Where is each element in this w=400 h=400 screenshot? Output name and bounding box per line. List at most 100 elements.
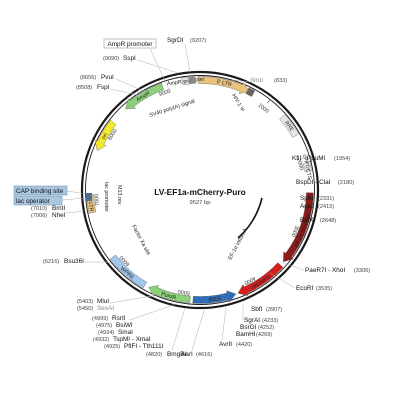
svg-text:(9207): (9207)	[190, 38, 206, 44]
tick-mark-1000	[267, 99, 271, 104]
feature-ampr-promoter	[181, 76, 190, 86]
svg-text:NruI: NruI	[251, 77, 263, 84]
tick-label-2000: 2000	[295, 158, 304, 171]
svg-text:AmpR promoter: AmpR promoter	[107, 41, 153, 48]
svg-text:BspDI - ClaI: BspDI - ClaI	[296, 179, 331, 186]
svg-text:(4820): (4820)	[146, 352, 162, 358]
svg-text:BmtI: BmtI	[52, 205, 65, 212]
svg-text:NheI: NheI	[52, 212, 66, 219]
feature-label-rre: RRE	[283, 120, 295, 133]
backbone-inner	[85, 75, 315, 305]
site-aari: AarI (4616)	[181, 307, 212, 358]
site-rsrii: (4999) RsrII	[92, 303, 177, 322]
site-pvui: (8656) PvuI	[80, 74, 147, 93]
svg-text:(4233): (4233)	[262, 318, 278, 324]
restriction-sites: SgrDI (9207) (9090) SspI (8656) PvuI (85…	[31, 37, 370, 358]
site-sbfi: SbfI (3907)	[251, 306, 282, 313]
site-sphi: SphI (2331)	[300, 195, 334, 202]
svg-text:(3535): (3535)	[316, 286, 332, 292]
svg-text:(4925): (4925)	[104, 344, 120, 350]
site-fspi: (8508) FspI	[76, 84, 144, 97]
svg-text:TspMI - XmaI: TspMI - XmaI	[113, 336, 151, 343]
feature-ef-1-promoter	[283, 192, 314, 263]
plasmid-size: 9527 bp	[190, 200, 211, 206]
svg-text:(7006): (7006)	[31, 213, 47, 219]
site-mlui: (5403) MluI	[77, 295, 153, 305]
site-bmti: (7010) BmtI	[31, 205, 65, 212]
site-tspmi-xmai: (4932) TspMI - XmaI	[93, 336, 151, 343]
feature-label-ires: IRES	[208, 296, 222, 304]
tick-label-9000: 9000	[158, 88, 171, 98]
tick-label-8000: 8000	[107, 128, 118, 141]
svg-text:SbfI: SbfI	[251, 306, 263, 313]
tick-label-3000: 3000	[289, 224, 299, 237]
svg-text:(3306): (3306)	[354, 268, 370, 274]
svg-text:SgrAI: SgrAI	[244, 317, 260, 324]
site-paer7i-xhoi: PaeR7I - XhoI (3306)	[279, 261, 370, 274]
site-bstxi: BstXI (2648)	[300, 217, 336, 224]
svg-text:(2331): (2331)	[318, 196, 334, 202]
cap-binding-callout: CAP binding site	[13, 185, 87, 196]
site-bsiwi: (4975) BsiWI	[96, 322, 133, 329]
svg-text:(4932): (4932)	[93, 337, 109, 343]
svg-text:PvuI: PvuI	[101, 74, 114, 81]
svg-text:BmgBI: BmgBI	[167, 351, 186, 358]
site-sexai: (5450) SexAI	[77, 305, 114, 312]
svg-text:CAP binding site: CAP binding site	[16, 188, 64, 195]
ef1a-intron-arc	[237, 197, 263, 239]
lac-operator-callout: lac operator	[13, 195, 87, 206]
site-avrii: AvrII (4420)	[219, 306, 252, 348]
site-bmgbi: (4820) BmgBI	[146, 307, 186, 358]
feature-rre	[279, 114, 299, 138]
site-bsu36i: (6216) Bsu36I	[43, 258, 108, 265]
tick-label-7000: 7000	[94, 194, 101, 207]
factor-xa-label: Factor Xa site	[130, 224, 151, 256]
svg-text:(4616): (4616)	[196, 352, 212, 358]
tick-label-4000: 4000	[243, 275, 256, 286]
feature-wpre	[109, 254, 147, 289]
svg-text:BsiWI: BsiWI	[116, 322, 133, 329]
site-ecori: EcoRI (3535)	[269, 272, 332, 292]
svg-text:(8508): (8508)	[76, 85, 92, 91]
feature-label-cppt-cts: cPPT/CTS	[301, 154, 312, 181]
lac-promoter-label: lac promoter	[103, 182, 109, 212]
svg-text:(2415): (2415)	[318, 204, 334, 210]
site-bspdi-clai: BspDI - ClaI (2180)	[296, 179, 354, 186]
site-sgrai: SgrAI (4233)	[244, 317, 278, 324]
svg-text:MluI: MluI	[97, 298, 109, 305]
svg-text:(6216): (6216)	[43, 259, 59, 265]
site-bamhi: BamHI (4269)	[236, 305, 272, 338]
svg-text:(4975): (4975)	[96, 323, 112, 329]
svg-text:(4420): (4420)	[236, 342, 252, 348]
svg-text:FspI: FspI	[97, 84, 110, 91]
svg-text:(5450): (5450)	[77, 306, 93, 312]
feature-ires	[192, 290, 237, 304]
site-nhei: (7006) NheI	[31, 210, 85, 219]
m13-rev-label: M13 rev	[116, 185, 122, 205]
feature-mcherry	[237, 262, 284, 296]
svg-text:(9090): (9090)	[103, 56, 119, 62]
svg-text:(5403): (5403)	[77, 299, 93, 305]
svg-text:KflI - PpuMI: KflI - PpuMI	[292, 155, 326, 162]
svg-text:BsrGI: BsrGI	[240, 324, 257, 331]
feature-puror	[148, 285, 191, 304]
svg-text:(4934): (4934)	[98, 330, 114, 336]
feature-label-ori: ori	[101, 132, 109, 140]
svg-text:AvrII: AvrII	[219, 341, 232, 348]
svg-text:SmaI: SmaI	[118, 329, 133, 336]
site-bsrgi: BsrGI (4252)	[240, 324, 274, 331]
svg-text:BamHI: BamHI	[236, 331, 256, 338]
plasmid-name: LV-EF1a-mCherry-Puro	[154, 187, 246, 197]
site-kfli-ppumi: KflI - PpuMI (1954)	[291, 155, 350, 162]
svg-text:SexAI: SexAI	[97, 305, 114, 312]
svg-text:PaeR7I - XhoI: PaeR7I - XhoI	[305, 267, 345, 274]
svg-text:RsrII: RsrII	[112, 315, 126, 322]
svg-text:AarI: AarI	[181, 351, 193, 358]
feature-5-ltr	[197, 76, 250, 94]
sv40-polya-label: SV40 poly(A) signal	[149, 99, 196, 119]
feature-ampr	[125, 83, 164, 110]
svg-text:(4252): (4252)	[258, 325, 274, 331]
ef1a-intron-label: EF-1α intron A	[227, 227, 249, 261]
svg-text:(1954): (1954)	[334, 156, 350, 162]
